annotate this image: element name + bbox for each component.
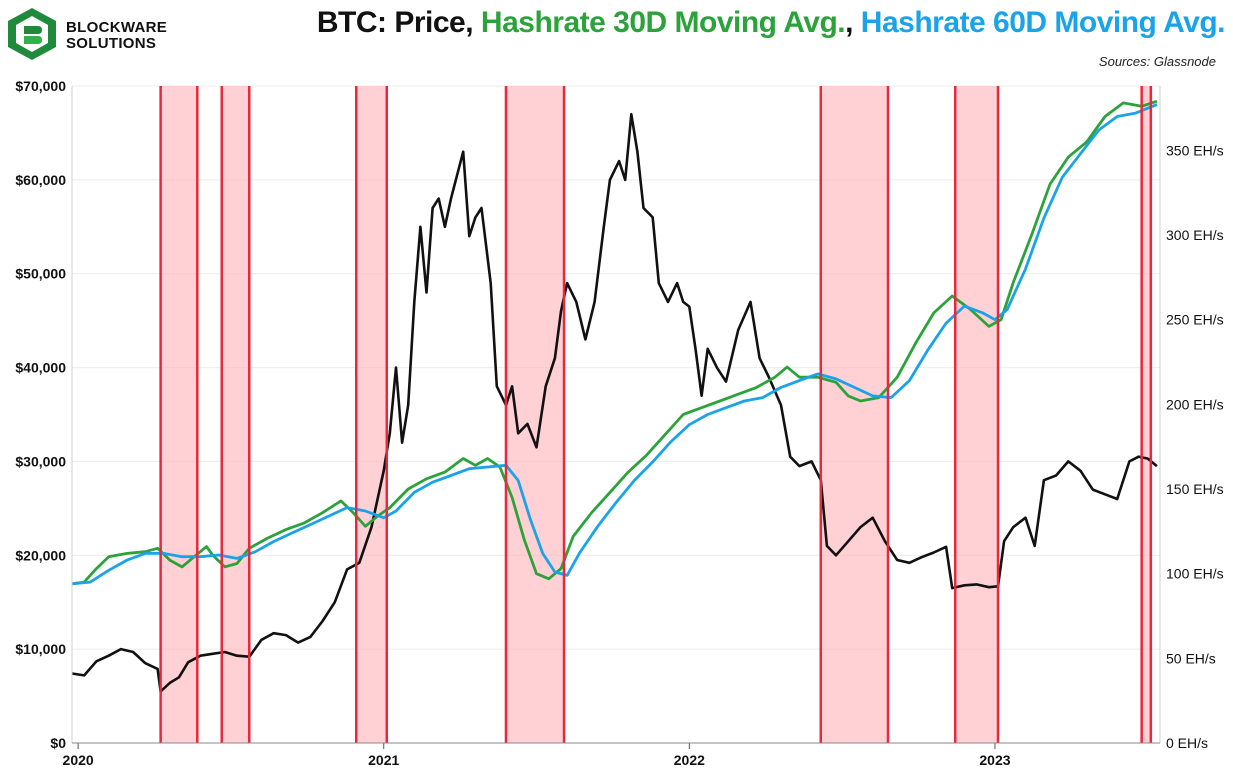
y-right-tick-label: 50 EH/s bbox=[1166, 650, 1216, 666]
x-tick-label: 2022 bbox=[674, 752, 705, 768]
y-left-tick-label: $50,000 bbox=[15, 266, 66, 282]
sources-note: Sources: Glassnode bbox=[1098, 54, 1216, 69]
title-separator-1: , bbox=[465, 6, 481, 39]
y-left-tick-label: $40,000 bbox=[15, 360, 66, 376]
recession-bands bbox=[160, 86, 1151, 743]
series-lines bbox=[71, 86, 1158, 743]
title-separator-2: , bbox=[845, 6, 861, 39]
y-right-tick-label: 300 EH/s bbox=[1166, 227, 1224, 243]
brand-wordmark: BLOCKWARE SOLUTIONS bbox=[66, 20, 167, 52]
brand-line1: BLOCKWARE bbox=[66, 19, 168, 36]
band-5 bbox=[955, 86, 999, 743]
band-2 bbox=[356, 86, 387, 743]
band-0 bbox=[160, 86, 198, 743]
y-right-tick-label: 0 EH/s bbox=[1166, 735, 1208, 751]
brand-logo: BLOCKWARE SOLUTIONS bbox=[6, 6, 167, 62]
y-right-tick-label: 100 EH/s bbox=[1166, 566, 1224, 582]
series-line-btc-price bbox=[71, 112, 1158, 693]
band-6 bbox=[1141, 86, 1151, 743]
band-1 bbox=[221, 86, 250, 743]
series-line-hashrate-60d-moving-avg- bbox=[71, 103, 1158, 586]
y-left-tick-label: $70,000 bbox=[15, 78, 66, 94]
band-4 bbox=[820, 86, 888, 743]
chart-title: BTC: Price, Hashrate 30D Moving Avg., Ha… bbox=[316, 6, 1226, 40]
logo-mark-icon bbox=[8, 8, 56, 60]
y-right-tick-label: 200 EH/s bbox=[1166, 396, 1224, 412]
x-tick-label: 2021 bbox=[368, 752, 399, 768]
y-right-tick-label: 150 EH/s bbox=[1166, 481, 1224, 497]
y-left-tick-label: $30,000 bbox=[15, 453, 66, 469]
brand-line2: SOLUTIONS bbox=[66, 35, 157, 52]
x-tick-label: 2020 bbox=[63, 752, 94, 768]
y-right-tick-label: 250 EH/s bbox=[1166, 312, 1224, 328]
y-left-tick-label: $10,000 bbox=[15, 641, 66, 657]
title-hashrate-60d: Hashrate 60D Moving Avg. bbox=[860, 6, 1226, 39]
y-left-tick-label: $0 bbox=[50, 735, 66, 751]
x-tick-label: 2023 bbox=[979, 752, 1010, 768]
y-left-tick-label: $60,000 bbox=[15, 172, 66, 188]
title-price: BTC: Price bbox=[316, 6, 466, 39]
axes: $0 $10,000 $20,000 $30,000 $40,000 $50,000 $60… bbox=[15, 78, 1223, 768]
y-right-tick-label: 350 EH/s bbox=[1166, 142, 1224, 158]
y-left-tick-label: $20,000 bbox=[15, 547, 66, 563]
title-hashrate-30d: Hashrate 30D Moving Avg. bbox=[480, 6, 846, 39]
